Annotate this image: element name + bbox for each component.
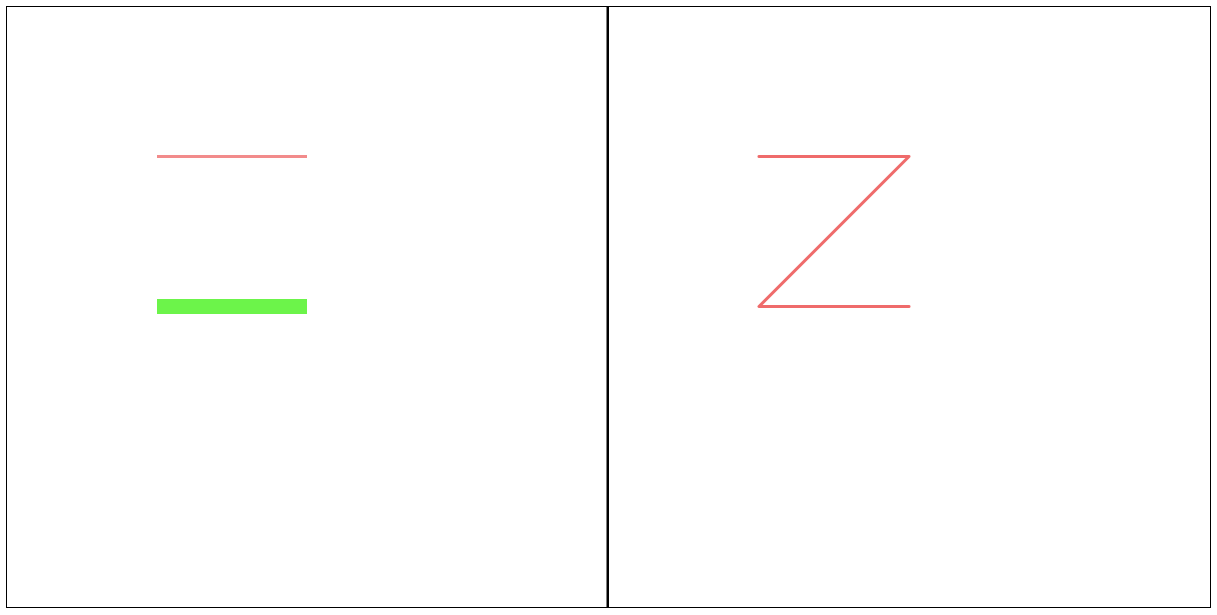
right-panel bbox=[608, 6, 1211, 608]
thick-green-bar bbox=[157, 299, 307, 314]
left-panel bbox=[6, 6, 608, 608]
z-shape-stroke bbox=[757, 155, 911, 308]
